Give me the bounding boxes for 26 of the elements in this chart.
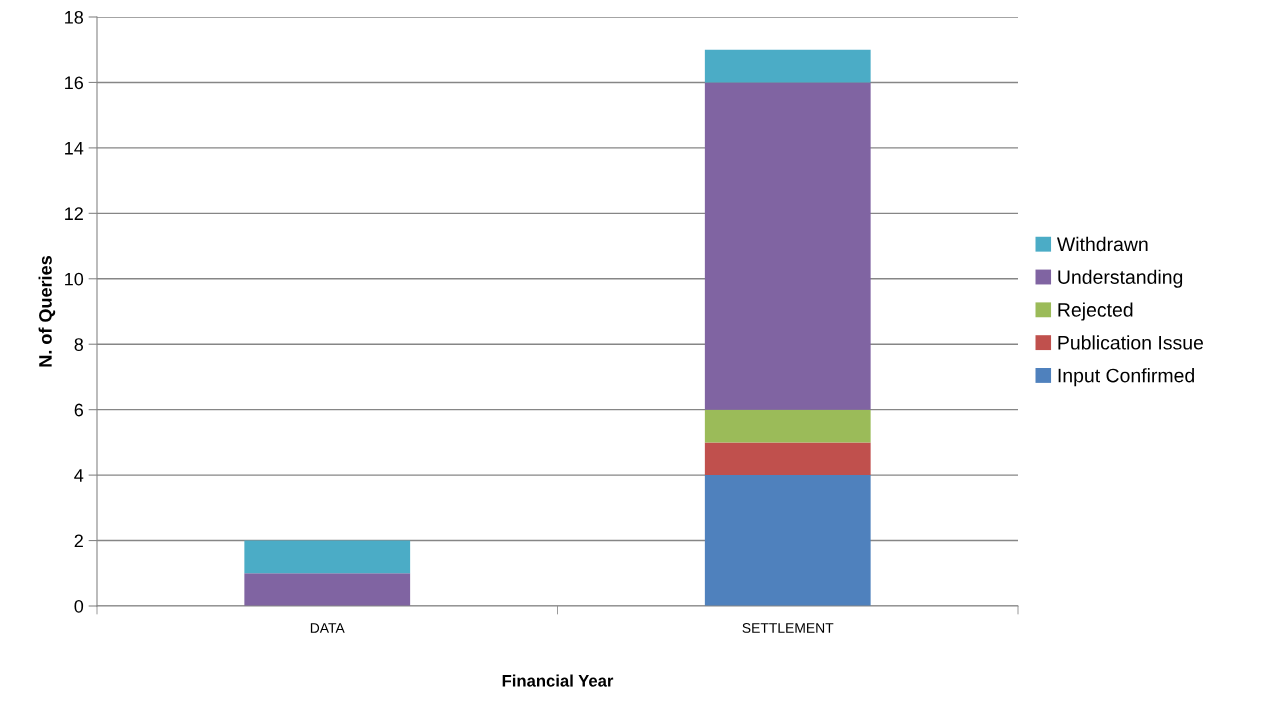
y-axis-title: N. of Queries [38, 256, 56, 367]
y-tick-label: 4 [74, 469, 84, 482]
bar [244, 540, 411, 574]
y-tick-label: 8 [74, 338, 84, 351]
legend-label: Understanding [1058, 269, 1183, 288]
y-tick-label: 12 [65, 207, 83, 220]
bar [704, 475, 871, 606]
legend-label: Publication Issue [1058, 335, 1204, 350]
legend-label: Withdrawn [1056, 236, 1148, 252]
y-tick-label: 6 [74, 403, 84, 417]
y-tick-label: 10 [65, 272, 84, 286]
legend-label: Input Confirmed [1058, 368, 1194, 387]
y-tick-label: 2 [74, 534, 83, 548]
x-axis-title: Financial Year [502, 674, 614, 687]
y-tick-label: 16 [65, 76, 84, 90]
bar [704, 82, 871, 410]
y-tick-label: 18 [65, 10, 84, 24]
bar [704, 409, 871, 443]
y-tick-label: 0 [74, 599, 84, 613]
bar [704, 442, 871, 476]
bar [704, 49, 871, 83]
bar [244, 573, 411, 606]
x-tick-label: SETTLEMENT [742, 623, 834, 633]
x-tick-label: DATA [310, 623, 345, 633]
y-tick-label: 14 [65, 142, 84, 155]
legend-label: Rejected [1058, 302, 1133, 321]
